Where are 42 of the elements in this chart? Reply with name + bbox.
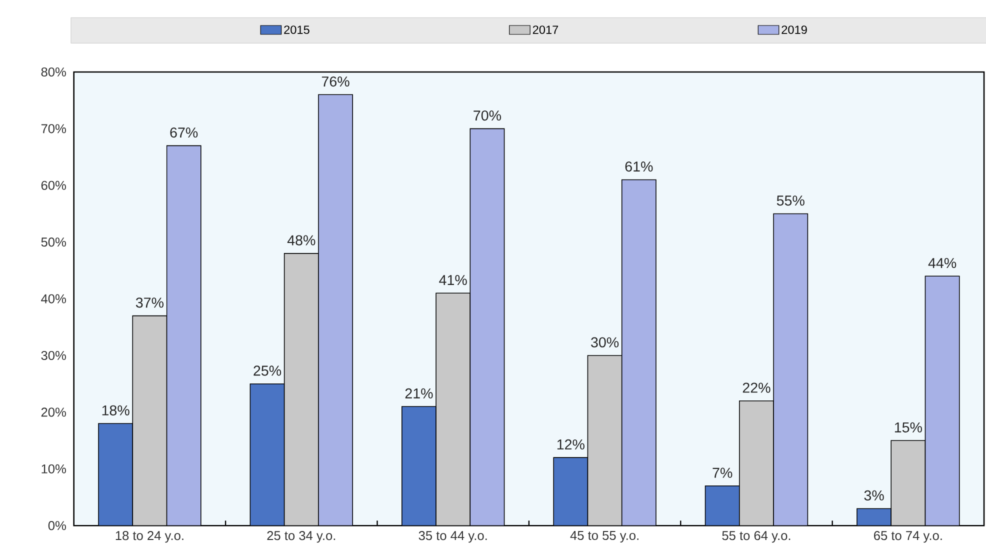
data-label: 30% [591,337,619,348]
bar [587,354,622,526]
data-label: 41% [439,274,467,285]
y-tick-label: 10% [42,464,66,474]
data-label: 22% [742,382,770,393]
legend-label: 2019 [782,25,807,34]
x-tick-label: 55 to 64 y.o. [722,530,790,543]
y-tick-label: 40% [41,294,66,304]
y-tick-label: 30% [41,350,66,360]
data-label: 21% [405,388,433,398]
y-tick-label: 0% [48,520,66,530]
data-label: 12% [557,439,584,450]
y-tick-label: 60% [41,180,66,190]
bar [436,292,471,526]
x-tick-label: 18 to 24 y.o. [116,530,184,543]
data-label: 7% [712,468,732,478]
data-label: 18% [102,405,130,416]
data-label: 48% [287,235,316,246]
x-tick-label: 25 to 34 y.o. [267,530,336,543]
data-label: 3% [864,490,884,500]
bar [132,315,168,526]
x-tick-label: 65 to 74 y.o. [874,530,942,543]
bar [890,440,926,526]
data-label: 61% [625,161,653,172]
data-label: 55% [776,195,804,206]
y-tick-label: 70% [41,124,66,134]
y-tick-label: 20% [41,408,66,417]
bar [739,400,774,526]
legend-label: 2017 [532,25,558,34]
data-label: 67% [170,127,198,138]
data-label: 25% [254,366,282,376]
data-label: 70% [474,110,502,120]
x-tick-label: 35 to 44 y.o. [418,530,487,543]
data-label: 76% [322,76,350,86]
data-label: 15% [894,422,922,432]
y-tick-label: 50% [41,237,66,247]
x-tick-label: 45 to 55 y.o. [570,530,638,542]
y-tick-label: 80% [41,67,66,76]
bar [284,252,319,526]
data-label: 44% [928,258,956,268]
data-label: 37% [136,297,164,308]
legend-label: 2015 [284,25,310,34]
